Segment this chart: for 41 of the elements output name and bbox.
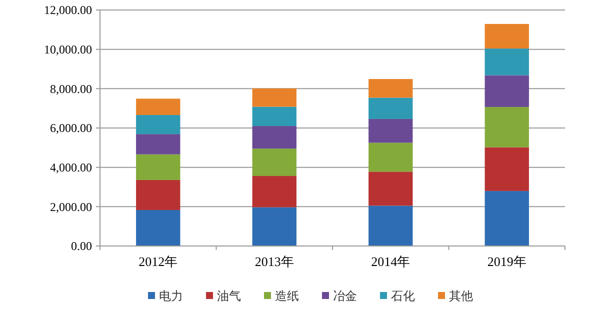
x-tick-label: 2013年 [254, 254, 294, 269]
legend-label: 冶金 [333, 289, 357, 304]
x-tick-label: 2019年 [487, 254, 526, 269]
y-tick-label: 4,000.00 [50, 160, 92, 175]
bar [252, 207, 296, 246]
bar [136, 210, 180, 246]
bar [368, 118, 413, 143]
bar [484, 147, 529, 191]
bar [252, 176, 296, 208]
bar [484, 48, 529, 76]
y-tick-label: 12,000.00 [44, 3, 92, 18]
bar [368, 172, 413, 206]
legend-label: 其他 [449, 289, 473, 304]
y-tick-label: 2,000.00 [50, 200, 92, 214]
bar [368, 98, 413, 119]
bar [368, 79, 413, 98]
bar [368, 142, 413, 172]
bar [484, 24, 529, 49]
bar [136, 154, 180, 180]
bar [136, 180, 180, 210]
y-tick-label: 10,000.00 [44, 42, 92, 57]
bar [484, 190, 529, 246]
legend-label: 油气 [217, 289, 241, 304]
bar [484, 75, 529, 107]
x-tick-label: 2014年 [371, 254, 410, 269]
x-tick-label: 2012年 [138, 254, 178, 269]
bar [252, 148, 296, 176]
bar [484, 106, 529, 148]
legend-label: 石化 [391, 289, 415, 304]
bar [136, 115, 180, 134]
y-tick-label: 8,000.00 [50, 82, 92, 96]
bar [136, 134, 180, 154]
bar [252, 88, 296, 107]
bar [368, 206, 413, 246]
legend-label: 电力 [159, 289, 183, 304]
y-tick-label: 6,000.00 [50, 121, 92, 136]
bar [252, 106, 296, 126]
bar [252, 126, 296, 149]
y-tick-label: 0.00 [71, 239, 92, 254]
bar [136, 98, 180, 116]
legend-label: 造纸 [275, 289, 299, 304]
